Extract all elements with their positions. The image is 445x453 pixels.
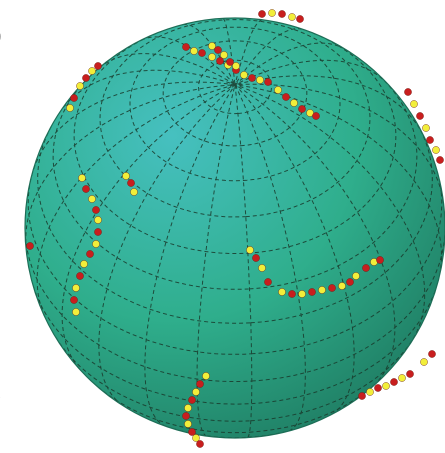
red-defect-bead	[288, 290, 295, 297]
yellow-defect-bead	[94, 216, 101, 223]
yellow-defect-bead	[398, 374, 405, 381]
red-defect-bead	[358, 392, 365, 399]
red-defect-bead	[214, 46, 221, 53]
yellow-defect-bead	[246, 246, 253, 253]
yellow-defect-bead	[338, 282, 345, 289]
red-defect-bead	[196, 440, 203, 447]
yellow-defect-bead	[274, 86, 281, 93]
yellow-defect-bead	[256, 76, 263, 83]
yellow-defect-bead	[232, 62, 239, 69]
yellow-defect-bead	[422, 124, 429, 131]
red-defect-bead	[374, 384, 381, 391]
red-defect-bead	[182, 43, 189, 50]
red-defect-bead	[26, 242, 33, 249]
yellow-defect-bead	[420, 358, 427, 365]
yellow-defect-bead	[220, 51, 227, 58]
yellow-defect-bead	[288, 13, 295, 20]
yellow-defect-bead	[88, 67, 95, 74]
red-defect-bead	[278, 10, 285, 17]
yellow-defect-bead	[208, 53, 215, 60]
red-defect-bead	[188, 396, 195, 403]
yellow-defect-bead	[382, 382, 389, 389]
red-defect-bead	[196, 380, 203, 387]
yellow-defect-bead	[130, 188, 137, 195]
red-defect-bead	[282, 93, 289, 100]
red-defect-bead	[404, 88, 411, 95]
yellow-defect-bead	[122, 172, 129, 179]
panel-label: )	[0, 22, 1, 48]
yellow-defect-bead	[278, 288, 285, 295]
red-defect-bead	[198, 49, 205, 56]
red-defect-bead	[82, 74, 89, 81]
yellow-defect-bead	[410, 100, 417, 107]
red-defect-bead	[82, 185, 89, 192]
red-defect-bead	[182, 412, 189, 419]
red-defect-bead	[428, 350, 435, 357]
red-defect-bead	[70, 296, 77, 303]
yellow-defect-bead	[366, 388, 373, 395]
yellow-defect-bead	[352, 272, 359, 279]
yellow-defect-bead	[318, 286, 325, 293]
yellow-defect-bead	[258, 264, 265, 271]
yellow-defect-bead	[76, 82, 83, 89]
yellow-defect-bead	[202, 372, 209, 379]
red-defect-bead	[308, 288, 315, 295]
red-defect-bead	[436, 156, 443, 163]
red-defect-bead	[94, 62, 101, 69]
red-defect-bead	[312, 112, 319, 119]
red-defect-bead	[296, 15, 303, 22]
red-defect-bead	[258, 10, 265, 17]
yellow-defect-bead	[72, 284, 79, 291]
red-defect-bead	[127, 179, 134, 186]
yellow-defect-bead	[88, 195, 95, 202]
red-defect-bead	[264, 278, 271, 285]
yellow-defect-bead	[268, 9, 275, 16]
red-defect-bead	[252, 254, 259, 261]
yellow-defect-bead	[184, 420, 191, 427]
yellow-defect-bead	[80, 260, 87, 267]
yellow-defect-bead	[432, 146, 439, 153]
yellow-defect-bead	[298, 290, 305, 297]
red-defect-bead	[376, 256, 383, 263]
red-defect-bead	[94, 228, 101, 235]
yellow-defect-bead	[184, 404, 191, 411]
red-defect-bead	[248, 74, 255, 81]
red-defect-bead	[390, 378, 397, 385]
yellow-defect-bead	[66, 104, 73, 111]
yellow-defect-bead	[190, 47, 197, 54]
yellow-defect-bead	[92, 240, 99, 247]
yellow-defect-bead	[72, 308, 79, 315]
red-defect-bead	[416, 112, 423, 119]
yellow-defect-bead	[240, 71, 247, 78]
red-defect-bead	[406, 370, 413, 377]
yellow-defect-bead	[192, 388, 199, 395]
yellow-defect-bead	[78, 174, 85, 181]
red-defect-bead	[426, 136, 433, 143]
red-defect-bead	[264, 78, 271, 85]
red-defect-bead	[92, 206, 99, 213]
red-defect-bead	[298, 105, 305, 112]
red-defect-bead	[86, 250, 93, 257]
red-defect-bead	[346, 278, 353, 285]
red-defect-bead	[328, 284, 335, 291]
red-defect-bead	[70, 94, 77, 101]
red-defect-bead	[362, 264, 369, 271]
yellow-defect-bead	[290, 99, 297, 106]
red-defect-bead	[76, 272, 83, 279]
